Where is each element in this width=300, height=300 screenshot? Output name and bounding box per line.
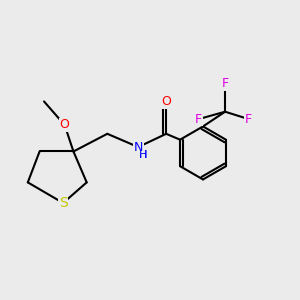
Text: S: S [59, 196, 68, 210]
Text: F: F [221, 77, 229, 90]
Text: O: O [60, 118, 70, 131]
Text: O: O [161, 95, 171, 108]
Text: F: F [245, 112, 252, 126]
Text: H: H [139, 150, 147, 160]
Text: F: F [221, 77, 229, 90]
Text: H: H [139, 150, 147, 160]
Text: S: S [59, 196, 68, 210]
Text: F: F [245, 112, 252, 126]
Text: O: O [161, 95, 171, 108]
Text: N: N [134, 141, 143, 154]
Text: F: F [195, 112, 202, 126]
Text: N: N [134, 141, 143, 154]
Text: F: F [195, 112, 202, 126]
Text: O: O [60, 118, 70, 131]
